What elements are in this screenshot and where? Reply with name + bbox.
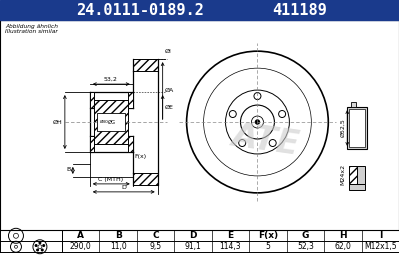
Text: 91,1: 91,1 (185, 242, 202, 251)
Bar (90, 92, 94, 108)
Text: 62,0: 62,0 (334, 242, 351, 251)
Text: C: C (152, 231, 159, 240)
Bar (128, 92, 133, 108)
Text: ØA: ØA (165, 88, 174, 93)
Text: Ø30: Ø30 (99, 120, 108, 124)
Text: 5: 5 (266, 242, 270, 251)
Text: 114,3: 114,3 (220, 242, 241, 251)
Circle shape (39, 242, 41, 244)
Text: B: B (66, 167, 71, 172)
Text: 11,0: 11,0 (110, 242, 126, 251)
Text: ØG: ØG (108, 120, 116, 124)
Text: M24x2: M24x2 (340, 164, 345, 186)
Text: 24.0111-0189.2: 24.0111-0189.2 (76, 3, 204, 18)
Bar (133, 59, 158, 71)
Bar (128, 136, 133, 152)
Circle shape (42, 249, 43, 251)
Text: F(x): F(x) (135, 154, 147, 159)
Bar (349, 166, 365, 184)
Bar (0, 0, 399, 20)
Text: D: D (121, 185, 126, 190)
Text: A: A (77, 231, 84, 240)
Text: 53,2: 53,2 (104, 77, 118, 82)
Text: ØI: ØI (165, 49, 172, 54)
Text: G: G (302, 231, 309, 240)
Text: I: I (379, 231, 382, 240)
Bar (347, 107, 367, 149)
Circle shape (43, 245, 44, 246)
Text: H: H (339, 231, 347, 240)
Bar (133, 173, 158, 185)
Text: C (MTH): C (MTH) (98, 177, 123, 182)
Bar (90, 136, 94, 152)
Text: M12x1,5: M12x1,5 (364, 242, 397, 251)
Text: ØH: ØH (53, 120, 63, 124)
Bar (349, 109, 365, 147)
Text: B: B (115, 231, 122, 240)
Circle shape (35, 245, 37, 246)
Text: ATE: ATE (230, 119, 302, 161)
Bar (94, 100, 128, 144)
Text: F(x): F(x) (258, 231, 278, 240)
Text: 411189: 411189 (272, 3, 327, 18)
Text: Abbildung ähnlich: Abbildung ähnlich (5, 24, 58, 29)
Text: Ø52,5: Ø52,5 (340, 119, 345, 138)
Text: 290,0: 290,0 (70, 242, 92, 251)
Bar (351, 102, 356, 107)
Circle shape (37, 249, 38, 251)
Text: D: D (189, 231, 197, 240)
Text: ØE: ØE (165, 105, 174, 109)
Text: Illustration similar: Illustration similar (5, 29, 58, 34)
Circle shape (256, 120, 260, 124)
Bar (349, 184, 365, 190)
Bar (97, 113, 125, 131)
Text: E: E (228, 231, 234, 240)
Bar (349, 166, 357, 184)
Text: 52,3: 52,3 (297, 242, 314, 251)
Text: 9,5: 9,5 (150, 242, 162, 251)
